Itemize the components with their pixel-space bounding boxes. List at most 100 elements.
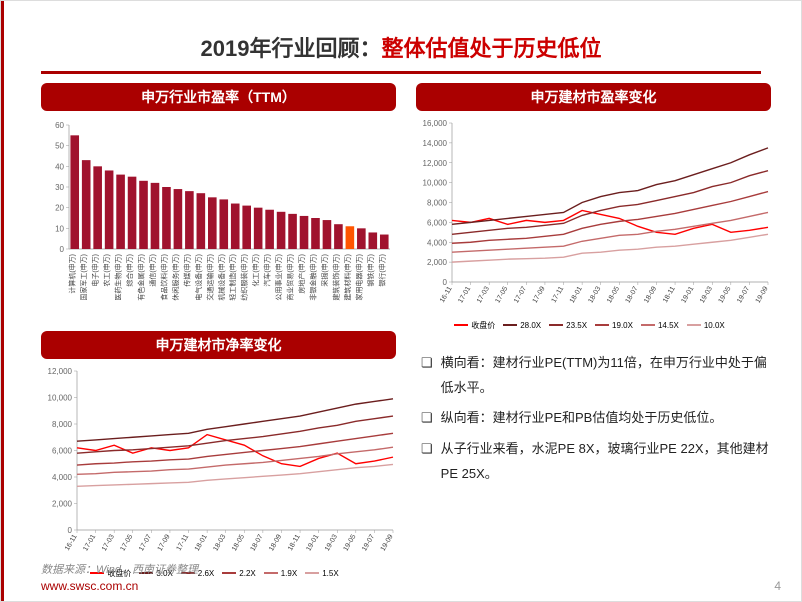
svg-text:17-03: 17-03 <box>101 533 116 552</box>
svg-text:20: 20 <box>55 204 64 213</box>
bullet-item: 横向看：建材行业PE(TTM)为11倍，在申万行业中处于偏低水平。 <box>421 351 771 400</box>
svg-text:休闲服务(申万): 休闲服务(申万) <box>171 254 180 301</box>
footer-url: www.swsc.com.cn <box>41 579 138 593</box>
svg-text:18-03: 18-03 <box>212 533 227 552</box>
svg-text:18-01: 18-01 <box>194 533 209 552</box>
svg-text:电子(申万): 电子(申万) <box>91 254 100 287</box>
svg-text:19-05: 19-05 <box>718 285 733 304</box>
svg-text:18-03: 18-03 <box>587 285 602 304</box>
svg-text:房地产(申万): 房地产(申万) <box>297 254 306 294</box>
svg-text:12,000: 12,000 <box>48 367 73 376</box>
svg-text:计算机(申万): 计算机(申万) <box>68 254 77 294</box>
svg-text:传媒(申万): 传媒(申万) <box>182 254 191 287</box>
svg-text:交通运输(申万): 交通运输(申万) <box>205 254 214 301</box>
page-number: 4 <box>774 579 781 593</box>
svg-text:商业贸易(申万): 商业贸易(申万) <box>286 254 295 301</box>
svg-text:17-11: 17-11 <box>551 285 566 304</box>
svg-text:18-11: 18-11 <box>662 285 677 304</box>
svg-text:0: 0 <box>60 245 65 254</box>
svg-text:40: 40 <box>55 162 64 171</box>
svg-text:17-01: 17-01 <box>457 285 472 304</box>
svg-text:电气设备(申万): 电气设备(申万) <box>194 254 203 301</box>
svg-text:18-07: 18-07 <box>625 285 640 304</box>
svg-text:2,000: 2,000 <box>427 258 448 267</box>
legend-item: 2.2X <box>222 569 255 578</box>
legend-item: 28.0X <box>503 321 541 330</box>
svg-text:17-05: 17-05 <box>494 285 509 304</box>
panel1-header: 申万行业市盈率（TTM） <box>41 83 396 111</box>
pb-change-line-chart: 02,0004,0006,0008,00010,00012,00016-1117… <box>41 365 396 579</box>
svg-text:农工(申万): 农工(申万) <box>102 254 111 287</box>
svg-text:17-03: 17-03 <box>476 285 491 304</box>
svg-text:19-01: 19-01 <box>305 533 320 552</box>
panel3-header: 申万建材市净率变化 <box>41 331 396 359</box>
svg-text:19-03: 19-03 <box>324 533 339 552</box>
svg-text:17-09: 17-09 <box>532 285 547 304</box>
panel-pe-change: 申万建材市盈率变化 02,0004,0006,0008,00010,00012,… <box>416 83 771 331</box>
bullet-item: 从子行业来看，水泥PE 8X，玻璃行业PE 22X，其他建材PE 25X。 <box>421 437 771 486</box>
panel-pe-ttm: 申万行业市盈率（TTM） 0102030405060计算机(申万)国家军工(申万… <box>41 83 396 332</box>
bullet-item: 纵向看：建材行业PE和PB估值均处于历史低位。 <box>421 406 771 431</box>
page: 2019年行业回顾：整体估值处于历史低位 申万行业市盈率（TTM） 010203… <box>0 0 802 602</box>
svg-text:机械设备(申万): 机械设备(申万) <box>217 254 226 301</box>
svg-text:医药生物(申万): 医药生物(申万) <box>114 254 123 301</box>
svg-text:食品饮料(申万): 食品饮料(申万) <box>159 254 168 301</box>
svg-text:14,000: 14,000 <box>423 139 448 148</box>
svg-text:17-05: 17-05 <box>119 533 134 552</box>
svg-text:18-05: 18-05 <box>231 533 246 552</box>
title-highlight: 整体估值处于历史低位 <box>381 36 601 61</box>
svg-text:19-09: 19-09 <box>380 533 395 552</box>
svg-text:建筑装饰(申万): 建筑装饰(申万) <box>331 254 340 301</box>
legend-item: 收盘价 <box>454 320 495 331</box>
svg-text:10,000: 10,000 <box>48 394 73 403</box>
svg-text:12,000: 12,000 <box>423 159 448 168</box>
svg-text:19-07: 19-07 <box>361 533 376 552</box>
svg-text:2,000: 2,000 <box>52 500 73 509</box>
svg-text:有色金属(申万): 有色金属(申万) <box>137 254 146 301</box>
legend-item: 23.5X <box>549 321 587 330</box>
svg-text:轻工制造(申万): 轻工制造(申万) <box>228 254 237 301</box>
svg-text:18-11: 18-11 <box>287 533 302 552</box>
svg-text:16-11: 16-11 <box>439 285 454 304</box>
legend-item: 1.9X <box>264 569 297 578</box>
side-accent-line <box>1 1 4 601</box>
svg-text:通信(申万): 通信(申万) <box>148 254 157 287</box>
title-underline <box>41 71 761 74</box>
svg-text:50: 50 <box>55 142 64 151</box>
svg-text:17-11: 17-11 <box>176 533 191 552</box>
svg-text:19-03: 19-03 <box>699 285 714 304</box>
svg-text:10: 10 <box>55 224 64 233</box>
svg-text:16,000: 16,000 <box>423 119 448 128</box>
svg-text:非银金融(申万): 非银金融(申万) <box>308 254 317 301</box>
svg-text:19-05: 19-05 <box>343 533 358 552</box>
svg-text:17-09: 17-09 <box>157 533 172 552</box>
svg-text:19-01: 19-01 <box>680 285 695 304</box>
svg-text:16-11: 16-11 <box>64 533 79 552</box>
legend-item: 1.5X <box>305 569 338 578</box>
panel2-header: 申万建材市盈率变化 <box>416 83 771 111</box>
svg-text:10,000: 10,000 <box>423 179 448 188</box>
svg-text:18-09: 18-09 <box>643 285 658 304</box>
svg-text:家用电器(申万): 家用电器(申万) <box>354 254 363 301</box>
legend-item: 14.5X <box>641 321 679 330</box>
panel-pb-change: 申万建材市净率变化 02,0004,0006,0008,00010,00012,… <box>41 331 396 579</box>
pe-legend: 收盘价28.0X23.5X19.0X14.5X10.0X <box>416 319 771 331</box>
page-title: 2019年行业回顾：整体估值处于历史低位 <box>201 36 602 61</box>
title-prefix: 2019年行业回顾： <box>201 36 382 61</box>
svg-text:国家军工(申万): 国家军工(申万) <box>79 254 88 301</box>
svg-text:17-07: 17-07 <box>138 533 153 552</box>
data-source: 数据来源：Wind，西南证券整理 <box>41 561 198 577</box>
svg-text:8,000: 8,000 <box>427 199 448 208</box>
svg-text:采掘(申万): 采掘(申万) <box>320 254 329 287</box>
pe-change-line-chart: 02,0004,0006,0008,00010,00012,00014,0001… <box>416 117 771 331</box>
title-bar: 2019年行业回顾：整体估值处于历史低位 <box>1 31 801 74</box>
legend-item: 10.0X <box>687 321 725 330</box>
svg-text:纺织服装(申万): 纺织服装(申万) <box>240 254 249 301</box>
svg-text:6,000: 6,000 <box>427 218 448 227</box>
analysis-bullets: 横向看：建材行业PE(TTM)为11倍，在申万行业中处于偏低水平。纵向看：建材行… <box>421 351 771 492</box>
svg-text:18-09: 18-09 <box>268 533 283 552</box>
svg-text:钢铁(申万): 钢铁(申万) <box>366 254 375 287</box>
svg-text:建筑材料(申万): 建筑材料(申万) <box>343 254 352 301</box>
pe-ttm-bar-chart: 0102030405060计算机(申万)国家军工(申万)电子(申万)农工(申万)… <box>41 117 396 332</box>
svg-text:化工(申万): 化工(申万) <box>251 254 260 287</box>
